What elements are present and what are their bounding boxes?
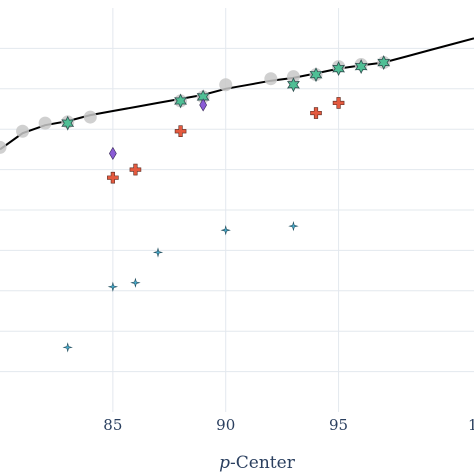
x-tick-label: 95 [329,416,348,434]
gray-circle-point [264,72,278,86]
markers [0,55,391,353]
star-point [174,93,188,109]
star-point [354,59,368,75]
small-star-point [130,277,141,288]
star-point [61,115,75,131]
gray-circle-point [16,124,30,138]
star-point [377,55,391,70]
cross-point [129,163,142,176]
star-point [309,67,323,83]
x-tick-label: 1 [468,416,474,434]
cross-point [107,171,119,184]
line-series [0,37,474,151]
small-star-point [152,247,164,258]
x-axis-ticks: 85 90 95 1 [103,416,474,434]
small-star-point [107,281,119,292]
diamond-point [199,98,207,112]
gray-circle-point [0,140,7,154]
x-axis-title: p-Center [219,453,296,473]
star-point [332,61,346,77]
x-tick-label: 85 [103,416,122,434]
small-star-point [220,225,231,236]
x-axis-title-rest: -Center [230,453,296,473]
diamond-point [109,146,117,161]
cross-point [174,125,187,138]
gray-circle-point [83,110,97,124]
star-point [286,77,300,93]
gray-circle-point [219,78,233,92]
x-tick-label: 90 [216,416,235,434]
gray-circle-point [38,116,52,130]
gray-circle-point [286,70,300,84]
cross-point [310,107,322,119]
cross-point [332,97,345,109]
small-star-point [62,342,73,353]
grid [0,8,474,412]
x-axis-title-italic: p [219,453,230,473]
series-line [0,37,474,151]
small-star-point [288,221,299,232]
